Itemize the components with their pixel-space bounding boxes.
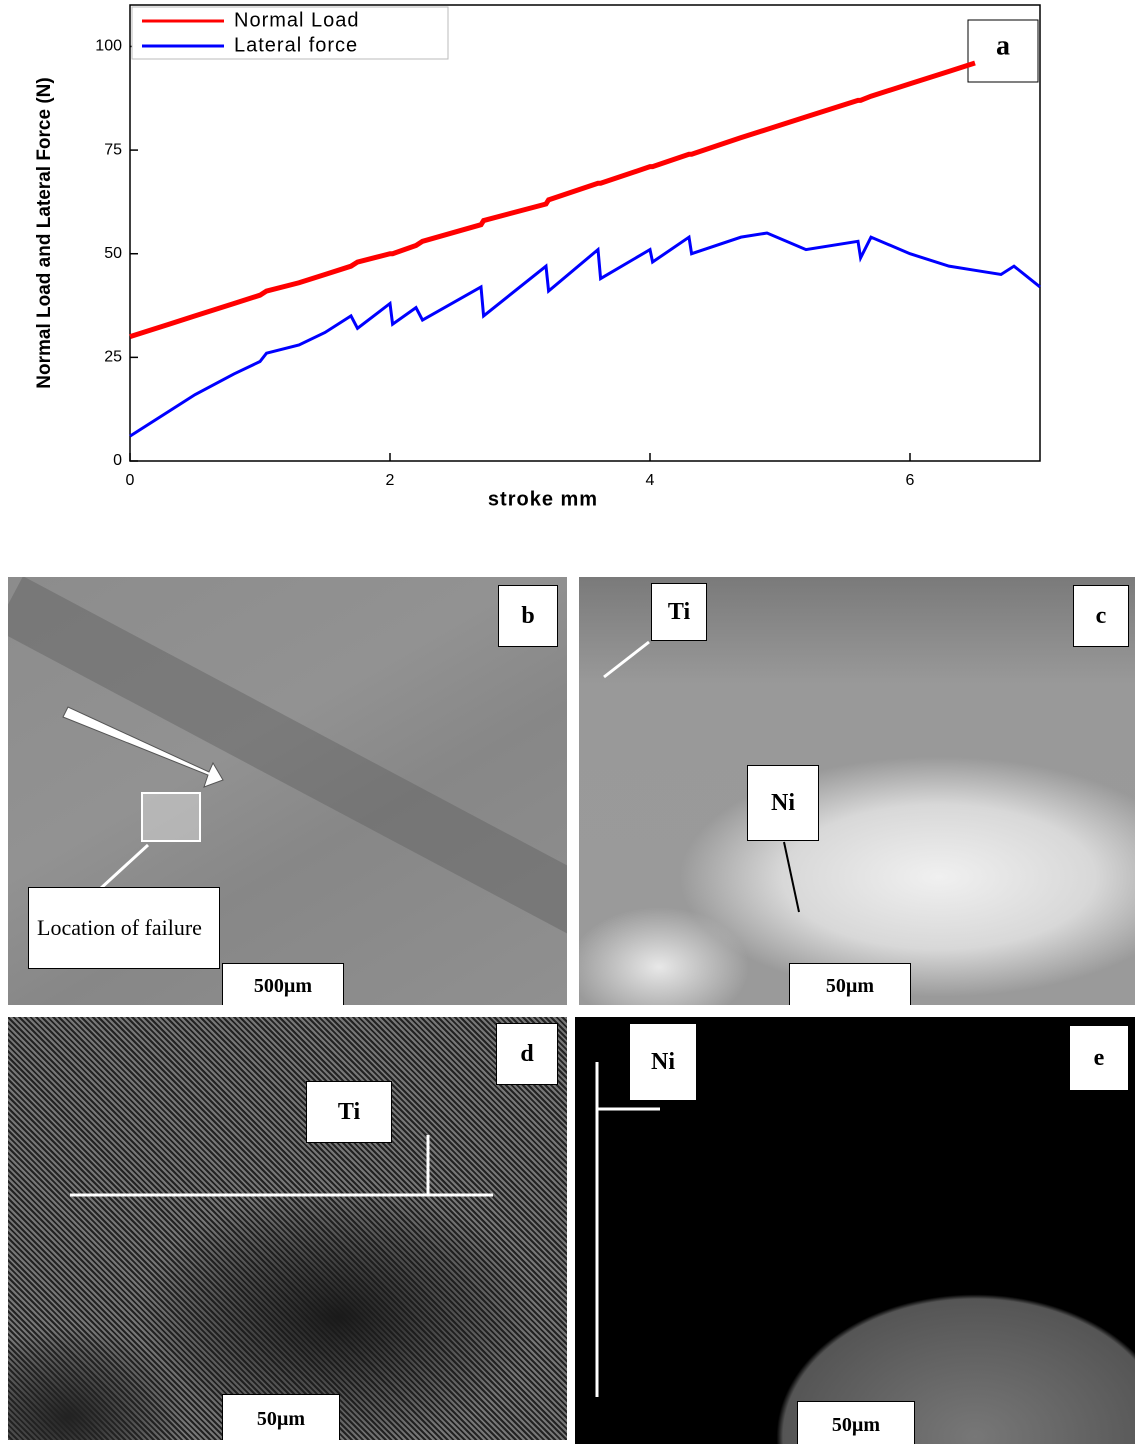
scale-bar: 50µm xyxy=(222,1394,340,1440)
y-tick-label: 0 xyxy=(113,452,122,469)
series-line xyxy=(129,231,1041,438)
x-tick-label: 6 xyxy=(906,472,915,489)
chart: Normal Load and Lateral Force (N) stroke… xyxy=(34,4,1041,510)
y-axis-label: Normal Load and Lateral Force (N) xyxy=(34,77,55,388)
series-line xyxy=(129,60,976,340)
x-tick-label: 0 xyxy=(126,472,135,489)
x-tick-label: 2 xyxy=(386,472,395,489)
eds-map-ni: e Ni 50µm xyxy=(575,1017,1135,1444)
scale-bar: 500µm xyxy=(222,963,344,1005)
x-axis-label: stroke mm xyxy=(488,488,598,510)
element-label: Ni xyxy=(747,765,819,841)
panel-label-box xyxy=(967,19,1039,83)
element-label: Ti xyxy=(306,1081,392,1143)
arrows xyxy=(70,1135,493,1197)
element-label: Ti xyxy=(651,583,707,641)
x-tick-label: 4 xyxy=(646,472,655,489)
legend-label: Normal Load xyxy=(234,9,360,31)
failure-box xyxy=(141,792,201,842)
arrows xyxy=(603,640,800,913)
y-tick-label: 25 xyxy=(104,349,122,366)
arrows xyxy=(595,1062,660,1397)
legend-label: Lateral force xyxy=(234,34,358,56)
sem-image-c: c Ti Ni 50µm xyxy=(579,577,1135,1005)
y-tick-label: 100 xyxy=(95,38,122,55)
sem-image-b: b Location of failure 500µm xyxy=(8,577,567,1005)
panel-label: b xyxy=(498,585,558,647)
panel-label: d xyxy=(496,1023,558,1085)
panel-label: c xyxy=(1073,585,1129,647)
plot-frame xyxy=(129,4,1041,462)
y-tick-label: 50 xyxy=(104,245,122,262)
scale-bar: 50µm xyxy=(789,963,911,1005)
element-label: Ni xyxy=(629,1023,697,1101)
y-tick-label: 75 xyxy=(104,141,122,158)
arrows xyxy=(62,706,224,891)
legend-box xyxy=(131,6,449,60)
eds-map-ti: d Ti 50µm xyxy=(8,1017,567,1440)
callout: Location of failure xyxy=(28,887,220,969)
panel-label: e xyxy=(1069,1025,1129,1091)
panel-label: a xyxy=(996,30,1010,61)
scale-bar: 50µm xyxy=(797,1401,915,1444)
